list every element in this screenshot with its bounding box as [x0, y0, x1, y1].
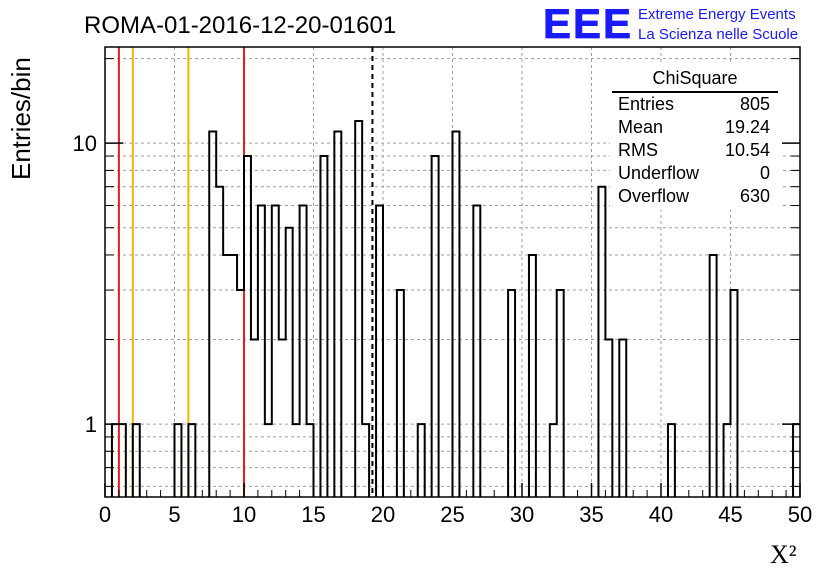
y-axis-label: Entries/bin: [6, 57, 36, 180]
logo-line-2: La Scienza nelle Scuole: [638, 26, 798, 43]
x-tick-label: 20: [371, 502, 395, 527]
stats-row-value: 19.24: [725, 117, 770, 137]
x-tick-label: 15: [301, 502, 325, 527]
x-tick-label: 25: [440, 502, 464, 527]
y-tick-label: 10: [73, 131, 97, 156]
x-tick-label: 45: [718, 502, 742, 527]
stats-row-label: Underflow: [618, 163, 700, 183]
stats-row-label: Entries: [618, 94, 674, 114]
x-axis-label: X²: [770, 540, 797, 569]
x-tick-label: 5: [168, 502, 180, 527]
stats-row-value: 805: [740, 94, 770, 114]
x-tick-label: 35: [579, 502, 603, 527]
logo-mark: EEE: [543, 0, 633, 47]
stats-row-value: 630: [740, 186, 770, 206]
x-tick-label: 40: [649, 502, 673, 527]
run-title: ROMA-01-2016-12-20-01601: [84, 12, 396, 39]
stats-row-value: 0: [760, 163, 770, 183]
y-tick-label: 1: [85, 412, 97, 437]
stats-row-label: RMS: [618, 140, 658, 160]
x-tick-label: 0: [99, 502, 111, 527]
stats-row-value: 10.54: [725, 140, 770, 160]
stats-box: ChiSquare Entries 805 Mean 19.24 RMS 10.54 Und…: [610, 64, 780, 210]
stats-row-label: Mean: [618, 117, 663, 137]
x-tick-label: 10: [232, 502, 256, 527]
x-tick-label: 30: [510, 502, 534, 527]
stats-title: ChiSquare: [652, 68, 737, 88]
logo-line-1: Extreme Energy Events: [638, 6, 796, 23]
stats-row-label: Overflow: [618, 186, 690, 206]
eee-logo: EEE Extreme Energy Events La Scienza nel…: [543, 0, 798, 47]
x-tick-label: 50: [788, 502, 812, 527]
